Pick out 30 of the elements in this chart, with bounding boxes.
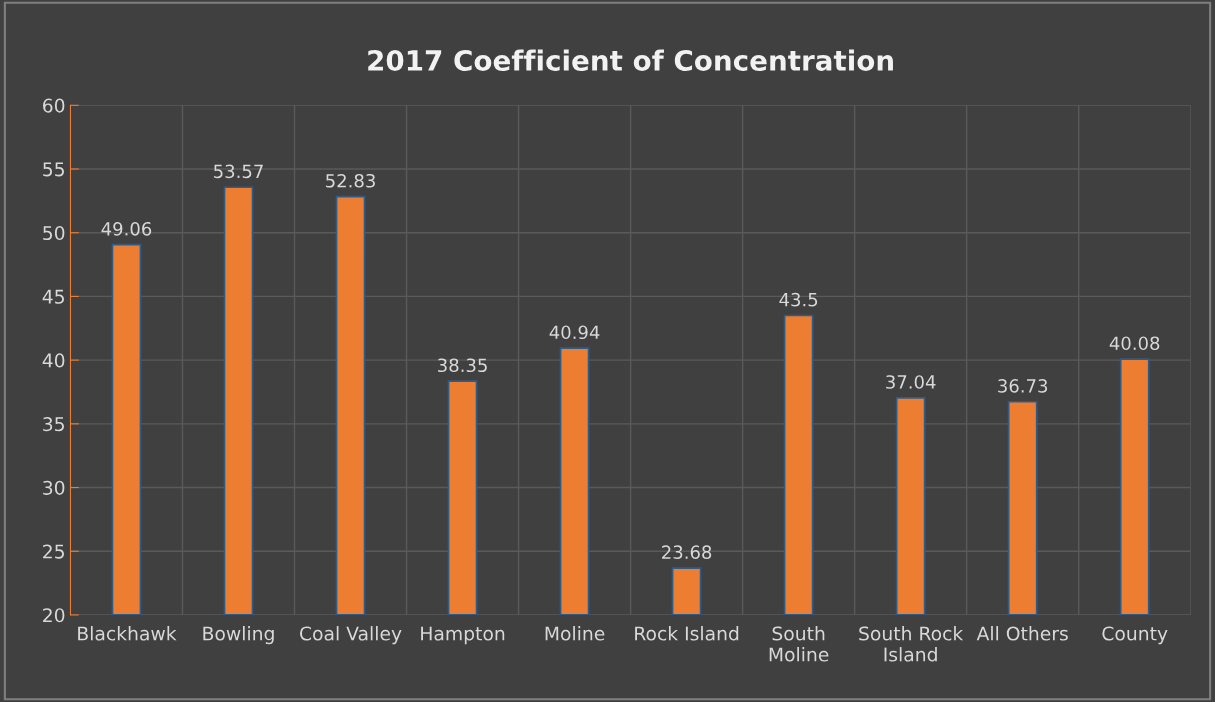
y-tick-label: 35 — [43, 417, 64, 432]
y-tick-label: 60 — [43, 98, 65, 113]
x-tick-label: Moline — [545, 626, 605, 641]
y-tick-label: 45 — [42, 289, 64, 304]
data-label: 49.06 — [101, 221, 152, 236]
x-tick-label: South Moline — [769, 626, 829, 662]
y-tick-label: 25 — [43, 544, 64, 559]
x-tick-label: Rock Island — [635, 626, 739, 641]
x-tick-label: All Others — [976, 626, 1068, 641]
data-label: 37.04 — [886, 375, 936, 389]
y-tick-label: 40 — [42, 353, 65, 368]
y-tick-label: 50 — [43, 225, 65, 241]
y-tick-label: 30 — [43, 480, 65, 495]
data-label: 53.57 — [214, 164, 263, 179]
x-tick-label: South Rock Island — [859, 626, 964, 662]
x-tick-label: Hampton — [421, 626, 505, 645]
y-tick-label: 55 — [43, 162, 64, 177]
data-label: 36.73 — [998, 379, 1048, 393]
data-label: 40.94 — [549, 325, 600, 340]
data-label: 38.35 — [438, 358, 487, 373]
chart-title: 2017 Coefficient of Concentration — [368, 49, 893, 71]
x-tick-label: County — [1102, 626, 1168, 645]
y-tick-label: 20 — [43, 608, 65, 623]
x-tick-label: Blackhawk — [78, 626, 177, 641]
data-label: 23.68 — [662, 545, 712, 560]
x-tick-label: Bowling — [203, 626, 274, 645]
data-label: 52.83 — [326, 173, 375, 188]
x-tick-label: Coal Valley — [300, 626, 402, 645]
data-label: 43.5 — [779, 292, 818, 307]
data-label: 40.08 — [1109, 336, 1160, 351]
